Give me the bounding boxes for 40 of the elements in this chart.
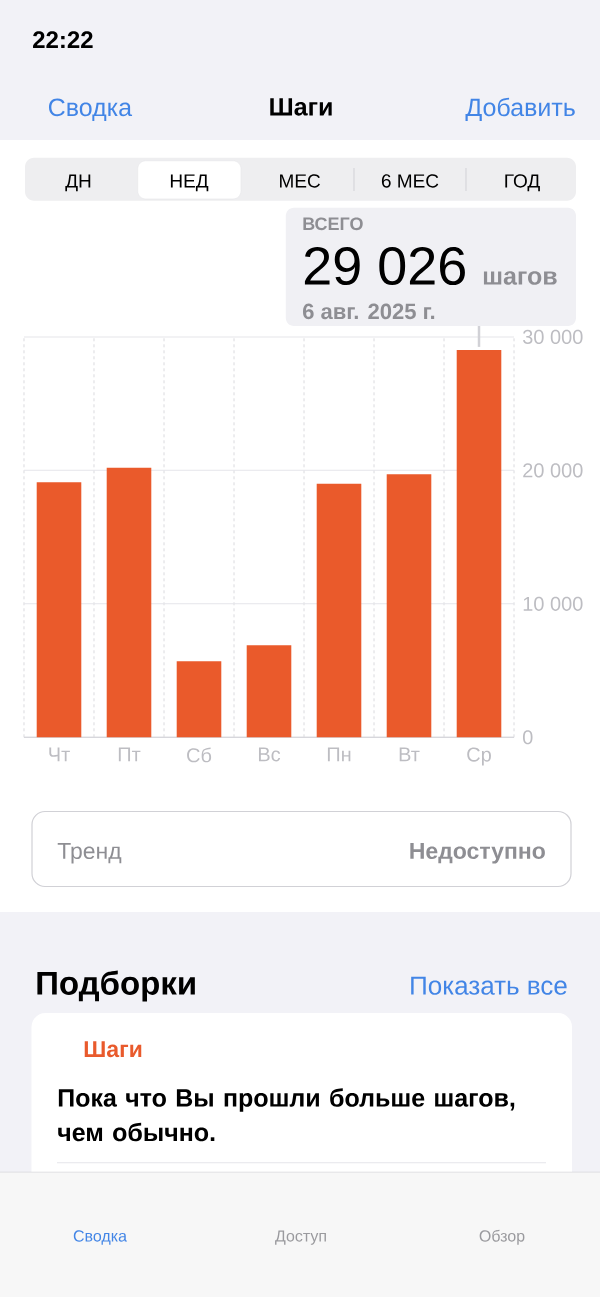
x-tick-label: Пт — [118, 747, 141, 762]
text: Пока что Вы прошли больше шагов, чем обычно. — [58, 1088, 515, 1142]
text: ДН — [65, 174, 91, 192]
text: Шаги — [84, 1041, 142, 1058]
text: НЕД — [170, 174, 209, 192]
x-tick-label: Пн — [327, 747, 351, 762]
text: 6 авг. 2025 г. — [303, 303, 435, 320]
bar — [36, 482, 82, 738]
y-tick-label: 10 000 — [523, 596, 583, 611]
text: шагов — [483, 271, 557, 285]
bar — [176, 661, 222, 738]
bar — [386, 474, 432, 738]
chart-title: Шаги — [270, 98, 332, 116]
bar — [246, 645, 292, 738]
x-tick-label: Ср — [467, 747, 491, 766]
bar — [316, 483, 362, 738]
text: 6 МЕС — [381, 174, 439, 188]
text: Доступ — [275, 1230, 326, 1245]
text: МЕС — [280, 174, 320, 188]
text: Сводка — [48, 98, 133, 121]
text: ГОД — [505, 174, 540, 192]
y-tick-label: 20 000 — [523, 463, 583, 478]
text: Недоступно — [410, 842, 545, 864]
text: ВСЕГО — [303, 217, 363, 231]
text: Обзор — [479, 1229, 525, 1245]
text: Подборки — [37, 970, 195, 1002]
text: Показать все — [411, 976, 567, 995]
x-tick-label: Вс — [258, 747, 281, 762]
y-tick-label: 30 000 — [522, 329, 583, 344]
y-tick-label: 0 — [522, 730, 533, 745]
text: Тренд — [57, 842, 122, 864]
text: 22:22 — [33, 31, 93, 48]
bar — [456, 349, 502, 738]
x-tick-label: Сб — [187, 747, 212, 763]
bar — [106, 467, 152, 738]
text: Добавить — [465, 97, 575, 121]
data-label: 29 026 — [304, 246, 465, 286]
text: Сводка — [73, 1230, 127, 1245]
x-tick-label: Чт — [49, 747, 70, 762]
x-tick-label: Вт — [399, 747, 420, 762]
